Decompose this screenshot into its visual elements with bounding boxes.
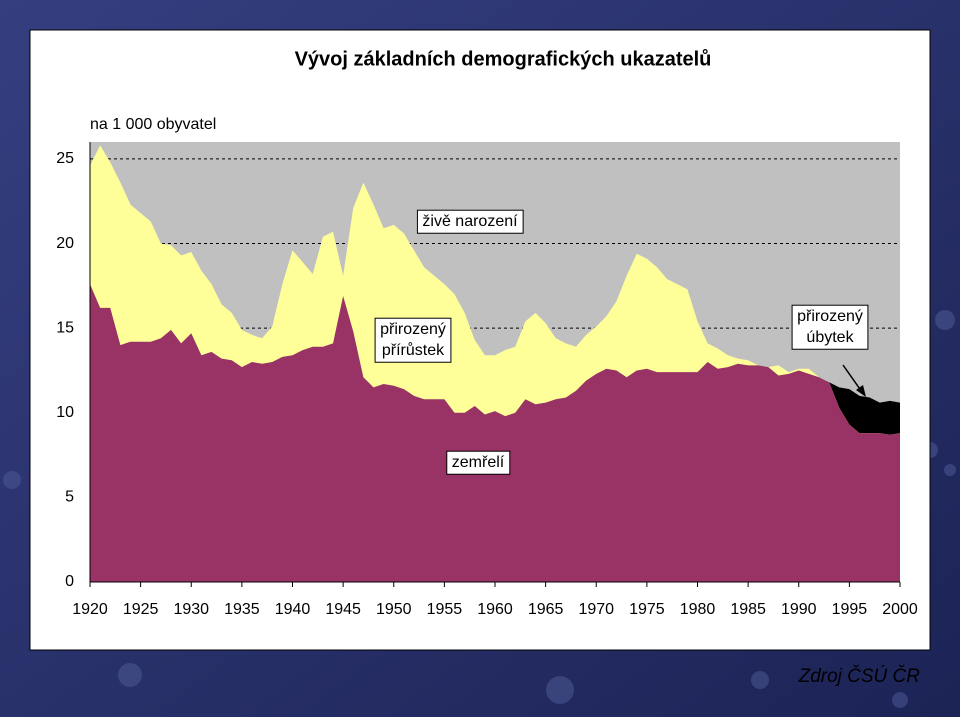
x-tick-label: 1980 xyxy=(680,601,716,618)
x-tick-label: 1935 xyxy=(224,601,260,618)
births-label-box xyxy=(416,209,524,234)
x-tick-label: 1940 xyxy=(275,601,311,618)
deaths-area xyxy=(90,284,900,582)
deaths-label: zemřelí xyxy=(446,450,511,475)
decrease-arrow xyxy=(842,364,863,393)
deaths-label-text: zemřelí xyxy=(452,454,505,471)
x-tick-label: 1945 xyxy=(325,601,361,618)
y-tick-label: 25 xyxy=(56,150,74,167)
x-tick-label: 1995 xyxy=(832,601,868,618)
plot: 0 5 10 15 20 25 1920 1925 1930 1935 1940 1945 1950 19… xyxy=(56,142,918,618)
decrease-label-text: přirozený xyxy=(797,308,863,325)
decrease-arrow-head xyxy=(856,385,866,397)
x-tick-label: 1925 xyxy=(123,601,159,618)
y-tick-label: 5 xyxy=(65,489,74,506)
x-tick-label: 1930 xyxy=(173,601,209,618)
deaths-label-box xyxy=(446,450,511,475)
increase-label-text: přirozený xyxy=(380,321,446,338)
increase-label-box xyxy=(374,317,452,363)
x-tick-label: 1960 xyxy=(477,601,513,618)
x-tick-label: 1955 xyxy=(427,601,463,618)
y-axis-label: na 1 000 obyvatel xyxy=(90,116,216,133)
chart-title: Vývoj základních demografických ukazatel… xyxy=(295,48,712,70)
increase-label-text: přírůstek xyxy=(382,341,445,359)
births-label: živě narození xyxy=(416,209,524,234)
y-tick-label: 15 xyxy=(56,319,74,336)
births-label-text: živě narození xyxy=(422,213,518,230)
x-tick-label: 2000 xyxy=(882,601,918,618)
x-tick-label: 1920 xyxy=(72,601,108,618)
y-tick-label: 0 xyxy=(65,573,74,590)
decrease-label-text: úbytek xyxy=(806,329,854,346)
y-tick-label: 10 xyxy=(56,404,74,421)
x-tick-label: 1985 xyxy=(730,601,766,618)
x-tick-label: 1970 xyxy=(578,601,614,618)
source: Zdroj ČSÚ ČR xyxy=(798,665,921,687)
x-tick-label: 1965 xyxy=(528,601,564,618)
x-tick-label: 1950 xyxy=(376,601,412,618)
decrease-label: přirozený úbytek xyxy=(791,304,869,350)
increase-label: přirozený přírůstek xyxy=(374,317,452,363)
x-tick-label: 1975 xyxy=(629,601,665,618)
x-tick-label: 1990 xyxy=(781,601,817,618)
y-tick-label: 20 xyxy=(56,235,74,252)
decrease-label-box xyxy=(791,304,869,350)
